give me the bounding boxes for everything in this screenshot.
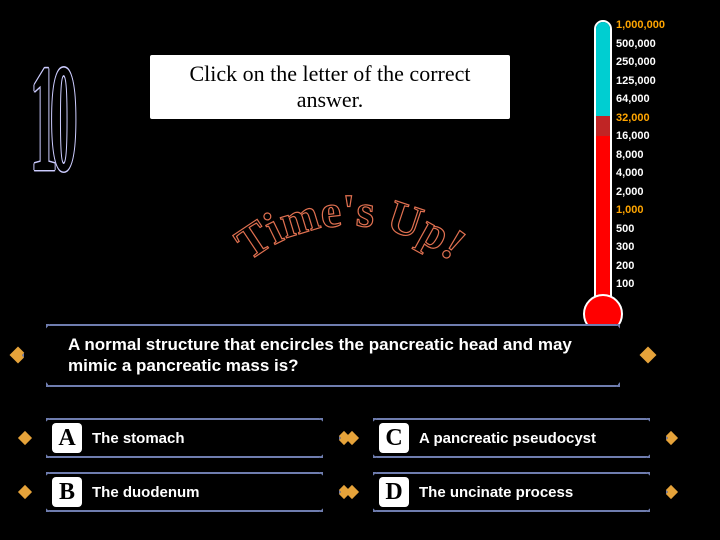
answer-text: The uncinate process	[419, 484, 573, 501]
answer-a-button[interactable]: A The stomach	[46, 418, 323, 458]
answer-d-button[interactable]: D The uncinate process	[373, 472, 650, 512]
answer-b-button[interactable]: B The duodenum	[46, 472, 323, 512]
thermometer-tube	[594, 20, 612, 300]
ladder-level: 200	[616, 261, 706, 272]
answer-letter: A	[52, 423, 82, 453]
thermometer-segment	[596, 22, 610, 116]
diamond-icon	[664, 485, 678, 499]
question-lozenge: A normal structure that encircles the pa…	[46, 324, 620, 401]
answers-grid: A The stomach C A pancreatic pseudocyst …	[46, 418, 650, 512]
diamond-icon	[664, 431, 678, 445]
thermometer-segment	[596, 116, 610, 136]
ladder-level: 32,000	[616, 113, 706, 124]
ladder-level: 300	[616, 242, 706, 253]
ladder-level: 4,000	[616, 168, 706, 179]
diamond-icon	[18, 431, 32, 445]
diamond-icon	[18, 485, 32, 499]
answer-letter: C	[379, 423, 409, 453]
answer-text: A pancreatic pseudocyst	[419, 430, 596, 447]
ladder-level: 250,000	[616, 57, 706, 68]
answer-letter: B	[52, 477, 82, 507]
answer-text: The duodenum	[92, 484, 200, 501]
answer-c-button[interactable]: C A pancreatic pseudocyst	[373, 418, 650, 458]
ladder-level: 2,000	[616, 187, 706, 198]
answer-letter: D	[379, 477, 409, 507]
ladder-level: 125,000	[616, 76, 706, 87]
ladder-level: 100	[616, 279, 706, 290]
ladder-level: 500	[616, 224, 706, 235]
ladder-level: 500,000	[616, 39, 706, 50]
money-ladder: 1,000,000 500,000 250,000 125,000 64,000 32,0…	[594, 20, 714, 350]
thermometer-segment	[596, 136, 610, 300]
instruction-text: Click on the letter of the correct answe…	[150, 55, 510, 119]
svg-text:Time's Up!: Time's Up!	[226, 185, 475, 270]
ladder-level: 1,000,000	[616, 20, 706, 31]
question-text: A normal structure that encircles the pa…	[68, 334, 594, 377]
ladder-level: 16,000	[616, 131, 706, 142]
answer-text: The stomach	[92, 430, 185, 447]
ladder-level: 64,000	[616, 94, 706, 105]
ladder-level: 8,000	[616, 150, 706, 161]
countdown-timer: 10	[30, 30, 70, 208]
ladder-level: 1,000	[616, 205, 706, 216]
times-up-banner: Time's Up! Time's Up!	[210, 160, 490, 305]
